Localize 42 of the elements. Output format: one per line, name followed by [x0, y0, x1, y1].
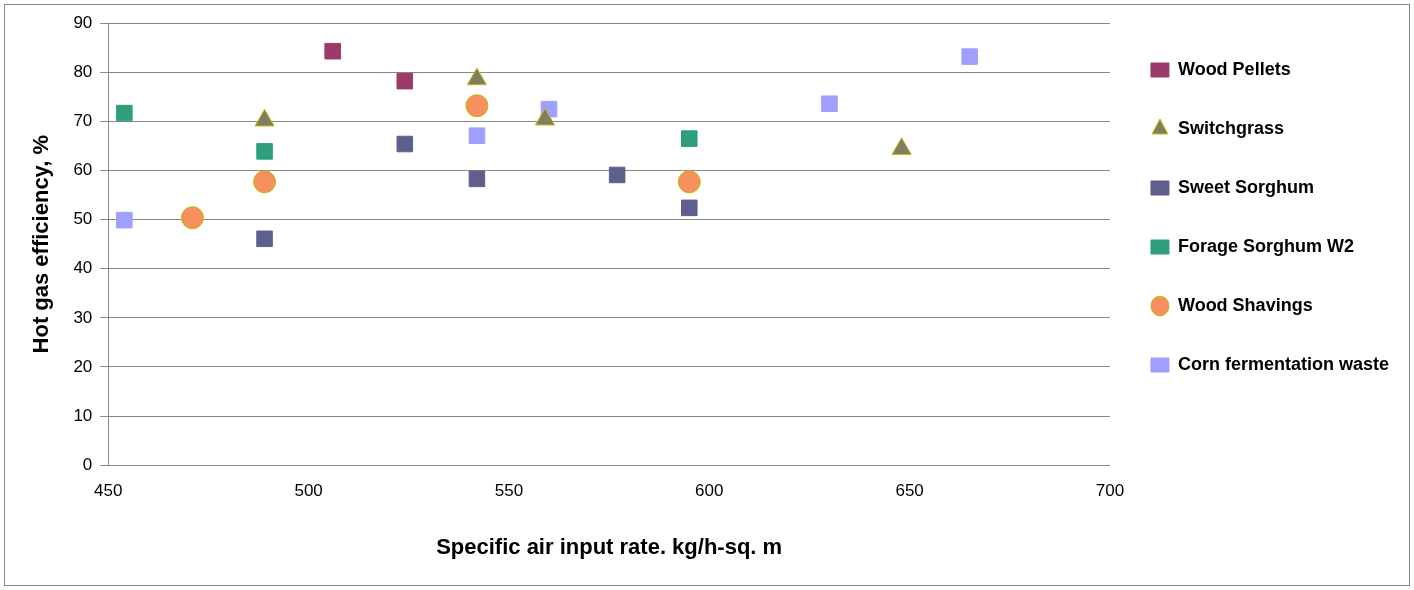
y-tick-label: 60	[73, 160, 93, 180]
x-tick-label: 500	[294, 481, 323, 501]
point	[256, 230, 273, 248]
y-tick-label: 90	[73, 12, 93, 32]
point	[677, 170, 701, 194]
x-tick-label: 600	[695, 481, 724, 501]
y-tick-label: 40	[73, 258, 93, 278]
point	[961, 48, 979, 65]
y-tick-label: 80	[73, 62, 93, 81]
legend-label: Forage Sorghum W2	[1177, 235, 1354, 256]
x-tick-label: 650	[895, 481, 924, 501]
y-tick-label: 20	[73, 356, 93, 376]
y-tick-label: 10	[73, 405, 93, 425]
x-tick-label: 550	[494, 481, 524, 501]
point	[608, 166, 626, 184]
point	[468, 127, 486, 144]
x-tick-label: 450	[94, 481, 123, 501]
legend-label: Corn fermentation waste	[1177, 353, 1390, 374]
x-axis-title: Specific air input rate. kg/h-sq. m	[436, 533, 783, 559]
point	[468, 170, 486, 188]
legend-label: Sweet Sorghum	[1177, 176, 1314, 197]
point	[116, 104, 133, 122]
point	[396, 72, 414, 90]
point	[821, 95, 838, 113]
point	[680, 130, 698, 147]
point	[465, 94, 489, 118]
legend-label: Wood Shavings	[1177, 294, 1313, 315]
point	[180, 206, 204, 230]
y-tick-label: 0	[82, 454, 93, 474]
point	[253, 170, 277, 194]
y-tick-label: 70	[73, 111, 93, 131]
y-tick-label: 50	[73, 209, 93, 229]
point	[396, 135, 414, 153]
y-axis-title: Hot gas efficiency, %	[28, 134, 54, 354]
x-tick-label: 700	[1095, 481, 1125, 501]
legend-label: Wood Pellets	[1177, 58, 1291, 79]
legend-label: Switchgrass	[1177, 117, 1285, 138]
y-tick-label: 30	[73, 307, 93, 327]
point	[324, 42, 341, 60]
point	[116, 211, 133, 229]
point	[256, 143, 273, 160]
point	[680, 199, 698, 217]
